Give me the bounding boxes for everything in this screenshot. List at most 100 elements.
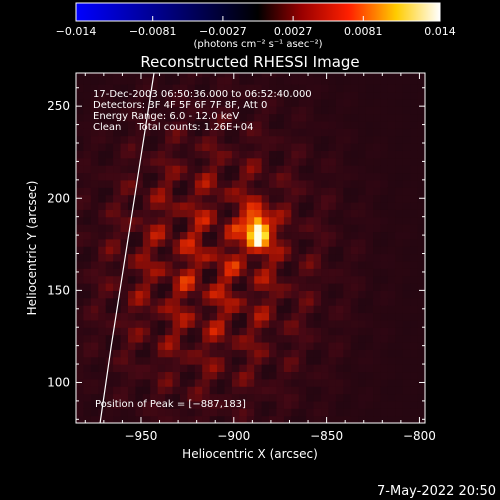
heatmap-cell xyxy=(194,283,203,291)
heatmap-cell xyxy=(202,106,211,115)
heatmap-cell xyxy=(373,179,382,188)
heatmap-cell xyxy=(105,253,114,262)
heatmap-cell xyxy=(142,150,151,159)
heatmap-cell xyxy=(127,231,137,240)
heatmap-cell xyxy=(209,349,218,358)
heatmap-cell xyxy=(387,165,396,174)
heatmap-cell xyxy=(365,253,374,262)
heatmap-cell xyxy=(194,246,203,255)
heatmap-cell xyxy=(283,386,292,395)
heatmap-cell xyxy=(172,260,181,269)
heatmap-cell xyxy=(165,349,174,358)
heatmap-cell xyxy=(254,194,263,203)
heatmap-cell xyxy=(172,312,181,321)
heatmap-cell xyxy=(306,128,315,137)
heatmap-cell xyxy=(209,143,218,151)
heatmap-cell xyxy=(187,371,196,380)
heatmap-cell xyxy=(224,260,233,269)
heatmap-cell xyxy=(90,393,99,402)
heatmap-cell xyxy=(321,157,330,166)
heatmap-cell xyxy=(395,165,404,174)
heatmap-cell xyxy=(343,364,352,373)
heatmap-cell xyxy=(358,283,367,291)
heatmap-cell xyxy=(179,349,188,358)
heatmap-cell xyxy=(172,349,181,358)
heatmap-cell xyxy=(157,334,166,343)
heatmap-cell xyxy=(276,172,285,181)
heatmap-cell xyxy=(239,84,248,93)
heatmap-cell xyxy=(172,201,181,210)
heatmap-cell xyxy=(179,91,188,100)
heatmap-cell xyxy=(217,246,226,255)
heatmap-cell xyxy=(254,106,263,115)
heatmap-cell xyxy=(231,128,240,137)
heatmap-cell xyxy=(246,120,255,129)
heatmap-cell xyxy=(291,194,300,203)
heatmap-cell xyxy=(343,408,352,417)
heatmap-cell xyxy=(291,76,300,85)
heatmap-cell xyxy=(373,408,382,417)
heatmap-cell xyxy=(387,246,396,255)
heatmap-cell xyxy=(321,268,330,277)
heatmap-cell xyxy=(328,378,337,387)
heatmap-cell xyxy=(120,106,129,115)
heatmap-cell xyxy=(373,305,382,314)
heatmap-cell xyxy=(105,73,114,78)
heatmap-cell xyxy=(365,216,374,225)
heatmap-cell xyxy=(120,327,129,336)
heatmap-cell xyxy=(410,408,419,417)
heatmap-cell xyxy=(224,84,233,93)
heatmap-cell xyxy=(343,415,352,423)
heatmap-cell xyxy=(269,312,278,321)
heatmap-cell xyxy=(269,319,278,328)
heatmap-cell xyxy=(135,246,144,255)
heatmap-cell xyxy=(90,120,99,129)
heatmap-cell xyxy=(224,209,233,218)
heatmap-cell xyxy=(276,179,285,188)
heatmap-cell xyxy=(261,319,270,328)
heatmap-cell xyxy=(328,290,337,299)
heatmap-cell xyxy=(291,91,300,100)
heatmap-cell xyxy=(358,120,367,129)
heatmap-cell xyxy=(165,364,174,373)
heatmap-cell xyxy=(395,378,404,387)
heatmap-cell xyxy=(150,91,159,100)
heatmap-cell xyxy=(113,386,122,395)
heatmap-cell xyxy=(343,283,352,291)
heatmap-cell xyxy=(209,253,218,262)
heatmap-cell xyxy=(113,113,122,122)
heatmap-cell xyxy=(127,91,137,100)
heatmap-cell xyxy=(113,238,122,247)
heatmap-cell xyxy=(157,400,166,409)
heatmap-cell xyxy=(179,334,188,343)
heatmap-cell xyxy=(373,135,382,144)
heatmap-cell xyxy=(298,172,307,181)
heatmap-cell xyxy=(165,224,174,233)
heatmap-cell xyxy=(113,143,122,151)
heatmap-cell xyxy=(187,135,196,144)
heatmap-cell xyxy=(395,238,404,247)
heatmap-cell xyxy=(365,378,374,387)
heatmap-cell xyxy=(410,201,419,210)
heatmap-cell xyxy=(269,356,278,365)
heatmap-cell xyxy=(395,179,404,188)
heatmap-cell xyxy=(98,224,107,233)
heatmap-cell xyxy=(380,341,389,350)
heatmap-cell xyxy=(306,135,315,144)
heatmap-cell xyxy=(120,187,129,196)
heatmap-cell xyxy=(335,157,344,166)
heatmap-cell xyxy=(380,179,389,188)
heatmap-cell xyxy=(224,312,233,321)
heatmap-cell xyxy=(224,327,233,336)
heatmap-cell xyxy=(90,106,99,115)
heatmap-cell xyxy=(410,386,419,395)
heatmap-cell xyxy=(76,172,85,181)
heatmap-cell xyxy=(261,224,270,233)
heatmap-cell xyxy=(254,157,263,166)
heatmap-cell xyxy=(402,378,411,387)
heatmap-cell xyxy=(291,187,300,196)
heatmap-cell xyxy=(261,290,270,299)
heatmap-cell xyxy=(76,253,85,262)
heatmap-cell xyxy=(343,73,352,78)
heatmap-cell xyxy=(105,371,114,380)
